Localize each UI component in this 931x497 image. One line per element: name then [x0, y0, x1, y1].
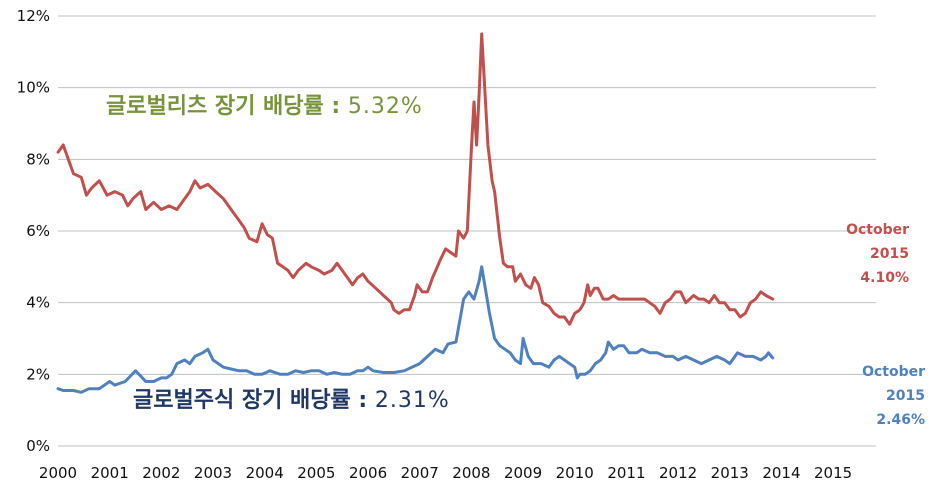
equity-annotation-value: 2.31%	[374, 388, 450, 413]
x-tick-label: 2006	[349, 464, 387, 482]
x-tick-label: 2013	[711, 464, 749, 482]
x-tick-label: 2003	[194, 464, 232, 482]
y-tick-label: 4%	[26, 294, 50, 312]
x-tick-label: 2009	[504, 464, 542, 482]
x-tick-label: 2001	[91, 464, 129, 482]
reits-annotation-label: 글로벌리츠 장기 배당률 :	[106, 94, 348, 119]
x-tick-label: 2010	[556, 464, 594, 482]
y-tick-label: 2%	[26, 365, 50, 383]
reits-end-month: October	[846, 222, 909, 238]
x-tick-label: 2002	[142, 464, 180, 482]
y-tick-label: 8%	[26, 150, 50, 168]
x-tick-label: 2014	[762, 464, 800, 482]
x-tick-label: 2005	[297, 464, 335, 482]
x-tick-label: 2015	[814, 464, 852, 482]
reits-series-line	[56, 32, 775, 326]
reits-annotation: 글로벌리츠 장기 배당률 : 5.32%	[106, 88, 423, 120]
reits-annotation-value: 5.32%	[347, 94, 423, 119]
x-tick-label: 2004	[246, 464, 284, 482]
equity-annotation: 글로벌주식 장기 배당률 : 2.31%	[133, 382, 450, 414]
y-tick-label: 12%	[17, 7, 50, 25]
x-tick-label: 2007	[401, 464, 439, 482]
reits-end-label: October 2015 4.10%	[846, 218, 909, 290]
equity-end-year: 2015	[886, 388, 925, 404]
reits-end-year: 2015	[870, 246, 909, 262]
equity-annotation-label: 글로벌주식 장기 배당률 :	[133, 388, 375, 413]
x-tick-label: 2008	[452, 464, 490, 482]
equity-end-value: 2.46%	[876, 412, 925, 428]
equity-series-line	[56, 265, 775, 394]
equity-end-label: October 2015 2.46%	[862, 360, 925, 432]
y-tick-label: 10%	[17, 79, 50, 97]
x-tick-label: 2011	[607, 464, 645, 482]
y-tick-label: 6%	[26, 222, 50, 240]
x-tick-label: 2012	[659, 464, 697, 482]
equity-end-month: October	[862, 364, 925, 380]
y-tick-label: 0%	[26, 437, 50, 455]
reits-end-value: 4.10%	[860, 270, 909, 286]
x-tick-label: 2000	[39, 464, 77, 482]
